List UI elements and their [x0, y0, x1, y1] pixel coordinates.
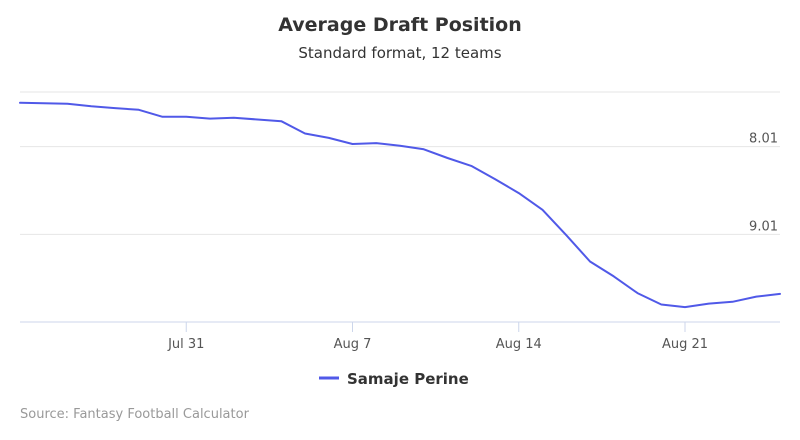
x-axis: Jul 31 Aug 7 Aug 14 Aug 21 — [20, 321, 780, 352]
y-tick-label: 9.01 — [749, 219, 778, 234]
chart-title: Average Draft Position — [278, 14, 522, 36]
source-credit[interactable]: Source: Fantasy Football Calculator — [20, 407, 250, 422]
legend[interactable]: Samaje Perine — [319, 370, 469, 388]
y-tick-label: 8.01 — [749, 132, 778, 147]
x-tick-label: Aug 21 — [662, 337, 708, 352]
x-tick-label: Jul 31 — [167, 337, 204, 352]
series-line[interactable] — [19, 101, 781, 309]
legend-label: Samaje Perine — [347, 370, 469, 388]
series-layer — [19, 101, 781, 309]
x-tick-label: Aug 14 — [496, 337, 542, 352]
gridlines — [20, 91, 780, 235]
chart-subtitle: Standard format, 12 teams — [298, 44, 501, 62]
y-axis: 8.01 9.01 — [749, 132, 778, 235]
x-tick-label: Aug 7 — [334, 337, 372, 352]
